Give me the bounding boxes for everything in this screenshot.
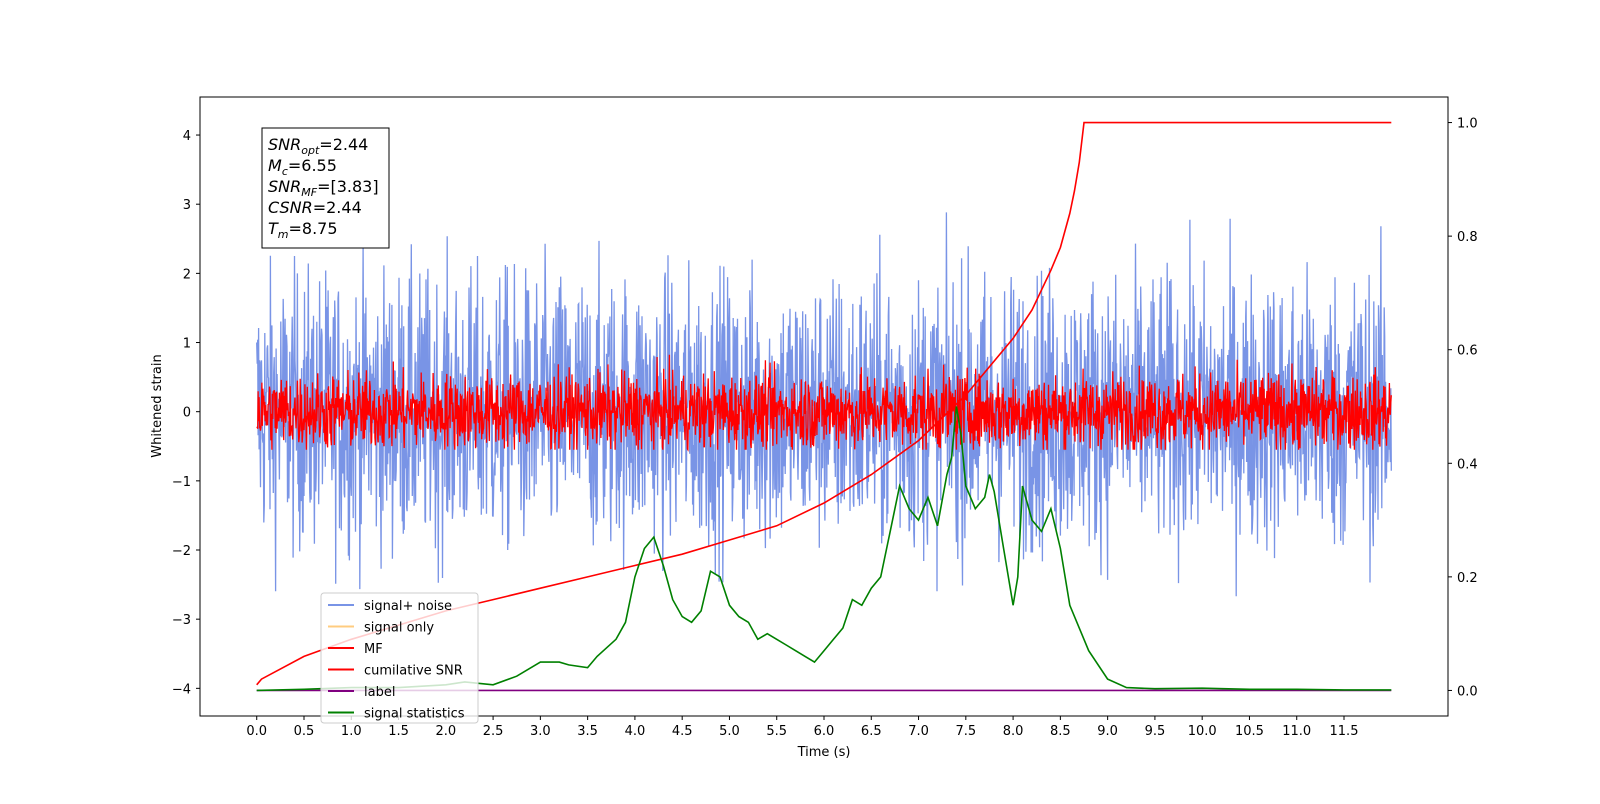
axes-layer: 0.0 0.5 1.0 1.5 2.0 2.5 3.0 3.5 4.0 4.5 5.0 5.5 6.0 6…: [172, 117, 1478, 739]
y2-tick-label: 0.8: [1457, 230, 1478, 245]
y2-tick-label: 0.0: [1457, 684, 1478, 699]
y-tick-label: −2: [172, 544, 191, 559]
y-tick-label: −4: [172, 682, 191, 697]
info-line: SNRopt=2.44: [268, 135, 368, 157]
y-tick-label: −1: [172, 475, 191, 490]
y2-tick-label: 0.6: [1457, 344, 1478, 359]
y-tick-label: 1: [183, 337, 191, 352]
x-tick-label: 9.0: [1097, 724, 1118, 739]
info-box-frame: [261, 127, 390, 249]
y2-tick-label: 1.0: [1457, 117, 1478, 132]
y-tick-label: −3: [172, 613, 191, 628]
x-tick-label: 1.0: [341, 724, 362, 739]
x-tick-label: 8.5: [1050, 724, 1071, 739]
y-axis-label: Whitened strain: [150, 354, 165, 457]
x-axis-label: Time (s): [797, 745, 851, 760]
info-line: Mc=6.55: [268, 156, 337, 178]
y-tick-label: 3: [183, 198, 191, 213]
x-tick-label: 10.5: [1235, 724, 1264, 739]
x-tick-label: 4.0: [625, 724, 646, 739]
x-tick-label: 2.5: [483, 724, 504, 739]
x-tick-label: 9.5: [1145, 724, 1166, 739]
legend-label: cumilative SNR: [364, 664, 463, 679]
x-tick-label: 4.5: [672, 724, 693, 739]
x-tick-label: 0.5: [294, 724, 315, 739]
x-tick-label: 3.5: [577, 724, 598, 739]
legend-label: signal statistics: [364, 707, 465, 722]
x-tick-label: 5.0: [719, 724, 740, 739]
info-line: CSNR=2.44: [268, 198, 362, 217]
x-tick-label: 0.0: [246, 724, 267, 739]
x-tick-label: 11.5: [1330, 724, 1359, 739]
x-tick-label: 3.0: [530, 724, 551, 739]
y-tick-label: 0: [183, 406, 191, 421]
y-tick-label: 2: [183, 267, 191, 282]
series-mf-line: [256, 354, 1392, 452]
x-tick-label: 7.5: [955, 724, 976, 739]
x-tick-label: 7.0: [908, 724, 929, 739]
y2-tick-label: 0.4: [1457, 457, 1478, 472]
y-tick-label: 4: [183, 129, 191, 144]
x-tick-label: 6.0: [814, 724, 835, 739]
info-line: SNRMF=[3.83]: [268, 177, 379, 199]
y2-tick-label: 0.2: [1457, 571, 1478, 586]
info-line: Tm=8.75: [268, 219, 338, 241]
legend-label: signal only: [364, 621, 434, 636]
legend-frame: [320, 592, 479, 724]
x-tick-label: 11.0: [1282, 724, 1311, 739]
x-tick-label: 1.5: [388, 724, 409, 739]
x-tick-label: 5.5: [766, 724, 787, 739]
series-line-3: [256, 406, 1392, 692]
x-tick-label: 8.0: [1003, 724, 1024, 739]
legend-label: label: [364, 685, 395, 700]
legend-label: MF: [364, 642, 383, 657]
legend-label: signal+ noise: [364, 599, 452, 614]
legend: signal+ noise signal only MF cumilative SNR…: [320, 592, 479, 724]
x-tick-label: 2.0: [435, 724, 456, 739]
x-tick-label: 10.0: [1188, 724, 1217, 739]
x-tick-label: 6.5: [861, 724, 882, 739]
